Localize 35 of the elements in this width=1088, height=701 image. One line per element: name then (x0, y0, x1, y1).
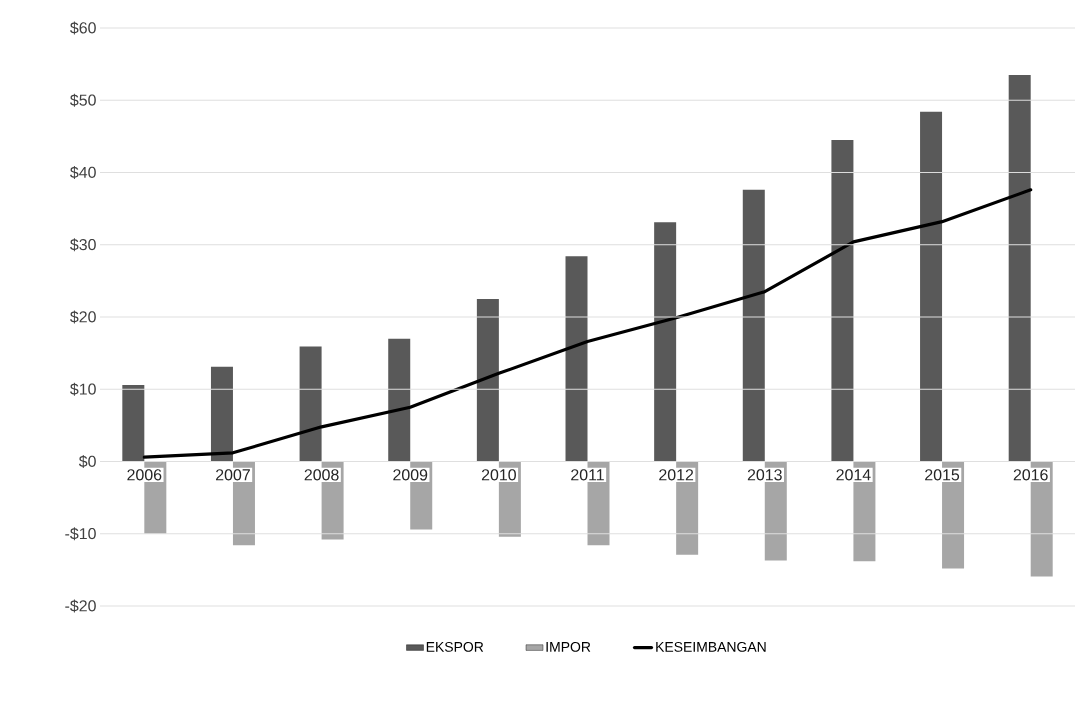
y-tick-label: $40 (70, 166, 96, 179)
x-tick-label: 2012 (659, 469, 694, 481)
bar (476, 298, 499, 462)
legend-label: KESEIMBANGAN (656, 641, 766, 652)
y-tick-label: -$20 (65, 599, 96, 613)
y-tick-label: $10 (70, 382, 96, 396)
line-series (142, 188, 1033, 459)
y-tick-label: $0 (78, 455, 96, 468)
x-tick-label: 2008 (304, 469, 339, 481)
y-tick-label: $60 (70, 21, 96, 35)
x-tick-label: 2016 (1013, 469, 1048, 481)
bar (299, 346, 322, 462)
bar (1008, 74, 1031, 462)
x-tick-label: 2011 (571, 469, 604, 481)
bar (210, 366, 233, 462)
bar (831, 139, 854, 462)
bar (388, 338, 411, 462)
legend-label: EKSPOR (426, 641, 484, 652)
y-tick-label: $50 (70, 93, 96, 107)
x-tick-label: 2010 (481, 469, 516, 481)
bar (565, 256, 588, 462)
bar (920, 111, 943, 462)
x-tick-label: 2013 (747, 469, 782, 481)
bar (654, 222, 677, 462)
x-tick-label: 2006 (127, 469, 162, 481)
y-tick-label: $30 (70, 238, 96, 252)
x-tick-label: 2007 (216, 469, 250, 481)
bar (122, 384, 145, 462)
y-tick-label: -$10 (65, 527, 96, 541)
x-tick-label: 2009 (393, 469, 428, 481)
x-tick-label: 2014 (836, 469, 871, 481)
y-tick-label: $20 (70, 310, 96, 324)
legend-label: IMPOR (546, 641, 591, 652)
bar (742, 189, 765, 462)
x-tick-label: 2015 (925, 469, 960, 481)
